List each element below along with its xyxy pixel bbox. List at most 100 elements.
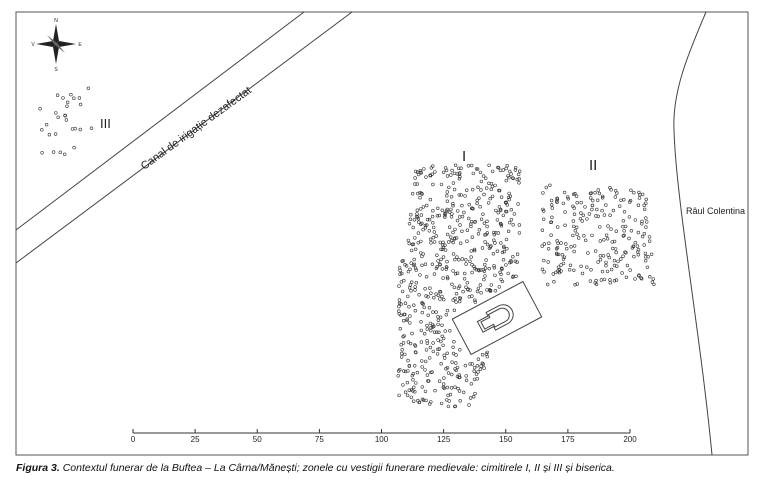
grave [415, 208, 419, 212]
grave [483, 262, 487, 267]
grave [623, 250, 627, 254]
grave [445, 366, 450, 370]
grave [542, 258, 546, 263]
grave [437, 347, 441, 351]
grave [396, 374, 400, 378]
grave [457, 193, 461, 197]
grave [433, 170, 437, 174]
grave [415, 182, 419, 186]
grave [488, 288, 493, 293]
grave [455, 172, 459, 176]
grave [460, 203, 464, 208]
grave [422, 167, 426, 171]
grave [461, 289, 465, 294]
grave [443, 356, 447, 360]
grave [398, 368, 402, 372]
grave [438, 297, 442, 301]
grave [497, 205, 502, 209]
grave [479, 188, 483, 192]
grave [600, 208, 604, 213]
grave [403, 390, 408, 394]
grave [459, 193, 463, 197]
grave [438, 290, 442, 294]
grave [401, 383, 405, 387]
grave [554, 251, 559, 256]
grave [445, 194, 449, 198]
grave [402, 319, 406, 323]
grave [448, 329, 452, 333]
grave [431, 235, 435, 240]
grave [636, 253, 641, 257]
grave [427, 379, 431, 383]
grave [498, 208, 503, 213]
grave [452, 285, 457, 290]
grave [642, 232, 646, 236]
grave [540, 267, 545, 271]
grave [621, 224, 625, 229]
grave [441, 382, 446, 386]
grave [617, 204, 622, 208]
grave [457, 166, 461, 171]
grave [545, 282, 550, 287]
grave [487, 246, 492, 251]
grave [515, 252, 520, 256]
grave [424, 175, 428, 179]
grave [408, 321, 412, 325]
grave [439, 339, 443, 344]
grave [500, 250, 505, 255]
grave [475, 289, 480, 294]
scale-label: 50 [253, 435, 262, 444]
grave [458, 348, 462, 352]
grave [432, 230, 436, 234]
grave [516, 202, 520, 206]
grave [499, 222, 503, 227]
grave [62, 152, 67, 157]
grave [567, 268, 572, 272]
grave [544, 185, 548, 190]
grave [541, 191, 545, 195]
grave [445, 199, 450, 203]
grave [424, 348, 429, 352]
grave [455, 271, 460, 275]
grave [439, 362, 443, 366]
grave [511, 176, 515, 180]
grave [476, 357, 481, 361]
grave [482, 277, 486, 282]
grave [632, 254, 636, 259]
grave [644, 201, 648, 205]
grave [583, 238, 588, 243]
grave [470, 270, 474, 275]
grave [629, 188, 633, 193]
grave [587, 212, 592, 216]
grave [458, 175, 462, 179]
grave [574, 194, 579, 198]
river-bank [673, 11, 713, 456]
grave [479, 364, 483, 368]
grave [425, 203, 429, 208]
grave [636, 230, 641, 235]
grave [472, 377, 477, 382]
grave [624, 275, 629, 279]
grave [468, 288, 472, 292]
grave [472, 248, 477, 253]
grave [397, 312, 401, 316]
grave [456, 209, 460, 213]
grave [494, 231, 498, 235]
grave [509, 260, 513, 264]
grave [604, 263, 608, 268]
grave [565, 195, 570, 199]
grave [440, 334, 444, 338]
grave [69, 92, 73, 97]
grave [408, 286, 412, 290]
grave [596, 214, 600, 219]
grave [484, 176, 488, 180]
grave [629, 229, 634, 233]
grave [513, 168, 518, 172]
grave [482, 221, 487, 226]
grave [445, 190, 449, 194]
grave [573, 229, 577, 233]
grave [462, 210, 466, 215]
grave [446, 404, 451, 409]
grave [642, 243, 646, 247]
grave [420, 310, 424, 315]
